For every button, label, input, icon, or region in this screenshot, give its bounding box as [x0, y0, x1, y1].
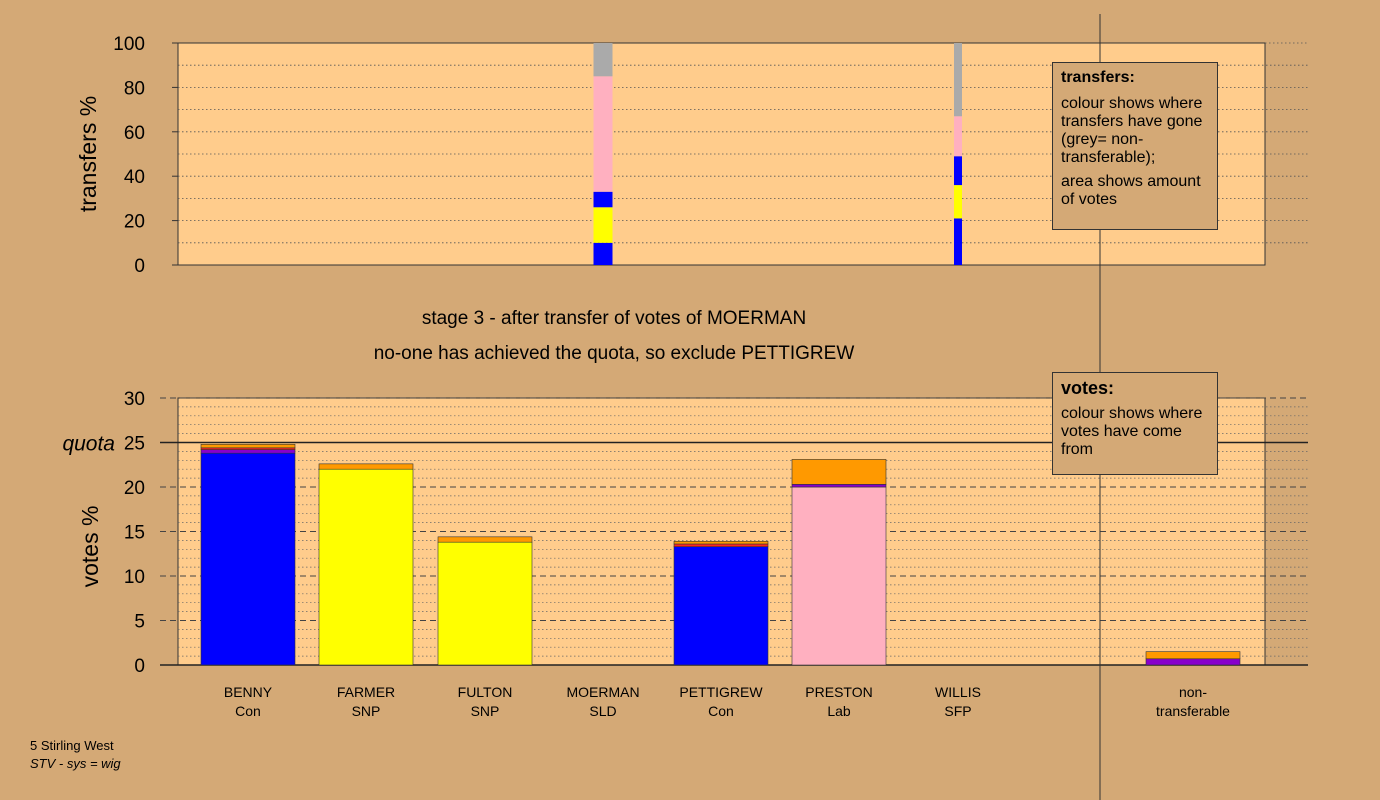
vote-segment-non-transferable: [1145, 651, 1241, 660]
transfer-segment-willis: [954, 185, 962, 219]
vote-segment-benny: [200, 443, 296, 449]
party-label: SLD: [589, 703, 616, 719]
vote-segment-farmer: [318, 468, 414, 666]
party-label: Con: [235, 703, 261, 719]
votes-legend-box: votes: colour shows where votes have com…: [1052, 372, 1218, 475]
category-label: PRESTON: [805, 684, 872, 700]
party-label: SFP: [944, 703, 971, 719]
vote-segment-preston: [791, 486, 887, 666]
transfers-tick-label: 80: [124, 78, 145, 99]
category-label: non-: [1179, 684, 1207, 700]
footer-system: STV - sys = wig: [30, 756, 121, 771]
transfers-tick-label: 0: [134, 256, 145, 277]
votes-legend-text1: colour shows where votes have come from: [1061, 405, 1203, 458]
votes-chart: 0 5 10 15 20 25 30 quota votes % BENNY Con FARMER SN…: [62, 389, 1308, 719]
vote-segment-benny: [200, 449, 296, 454]
exclude-caption: no-one has achieved the quota, so exclud…: [373, 343, 855, 364]
party-label: Lab: [827, 703, 851, 719]
vote-segment-fulton: [437, 541, 533, 666]
transfer-segment-willis: [954, 43, 962, 117]
transfer-segment-moerman: [593, 207, 613, 243]
votes-tick-label: 25: [124, 434, 145, 455]
vote-segment-pettigrew: [673, 540, 769, 545]
transfers-legend-text2: area shows amount of votes: [1061, 173, 1201, 208]
transfers-tick-label: 20: [124, 212, 145, 233]
transfer-segment-willis: [954, 116, 962, 157]
footer-constituency: 5 Stirling West: [30, 738, 114, 753]
transfer-segment-moerman: [593, 76, 613, 192]
vote-segment-benny: [200, 452, 296, 666]
votes-tick-label: 0: [134, 656, 145, 677]
category-label: PETTIGREW: [679, 684, 763, 700]
transfers-tick-label: 60: [124, 123, 145, 144]
votes-legend-title: votes:: [1061, 378, 1115, 398]
category-label: WILLIS: [935, 684, 981, 700]
vote-segment-preston: [791, 484, 887, 488]
category-label: BENNY: [224, 684, 273, 700]
votes-tick-label: 10: [124, 567, 145, 588]
category-label: FULTON: [458, 684, 513, 700]
transfers-axis-label: transfers %: [75, 96, 101, 212]
vote-segment-preston: [791, 459, 887, 485]
category-label: MOERMAN: [566, 684, 639, 700]
votes-tick-label: 20: [124, 478, 145, 499]
votes-axis-label: votes %: [77, 506, 103, 588]
quota-label: quota: [62, 433, 115, 456]
party-label: SNP: [471, 703, 500, 719]
party-label: Con: [708, 703, 734, 719]
vote-segment-pettigrew: [673, 546, 769, 666]
votes-tick-label: 15: [124, 523, 145, 544]
transfer-segment-willis: [954, 156, 962, 186]
transfers-legend-box: transfers: colour shows where transfers …: [1052, 62, 1218, 230]
transfers-tick-label: 40: [124, 167, 145, 188]
stage-caption: stage 3 - after transfer of votes of MOE…: [421, 308, 807, 329]
transfers-tick-label: 100: [113, 34, 145, 55]
transfers-legend-title: transfers:: [1061, 69, 1135, 86]
votes-tick-label: 5: [134, 612, 145, 633]
vote-segment-farmer: [318, 463, 414, 470]
transfer-segment-moerman: [593, 242, 613, 265]
transfer-segment-moerman: [593, 43, 613, 77]
transfer-segment-moerman: [593, 191, 613, 208]
transfers-legend-text1: colour shows where transfers have gone (…: [1061, 95, 1203, 166]
vote-segment-fulton: [437, 536, 533, 543]
vote-segment-pettigrew: [673, 543, 769, 547]
party-label: SNP: [352, 703, 381, 719]
category-label: FARMER: [337, 684, 395, 700]
category-label: transferable: [1156, 703, 1230, 719]
votes-tick-label: 30: [124, 389, 145, 410]
vote-segment-non-transferable: [1145, 658, 1241, 666]
transfer-segment-willis: [954, 218, 962, 265]
